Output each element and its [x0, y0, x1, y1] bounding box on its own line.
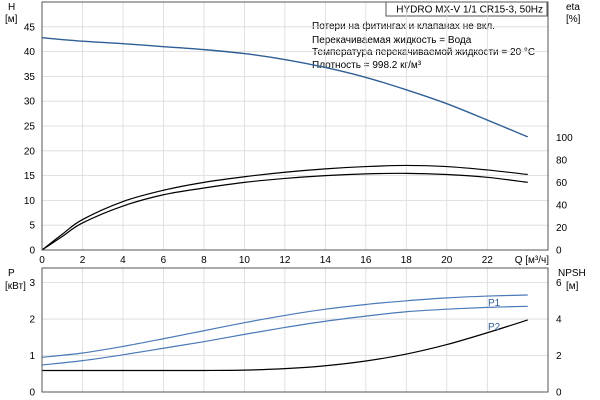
note-line: Плотность = 998.2 кг/м³: [312, 60, 422, 71]
left-y-tick-label: 10: [24, 196, 36, 207]
x-tick-label: 0: [39, 255, 45, 266]
left-y-tick-label: 35: [24, 72, 36, 83]
left-y-tick-label: 0: [29, 246, 35, 257]
q-axis-label: Q [м³/ч]: [515, 255, 550, 266]
npsh-axis-label: NPSH: [558, 268, 586, 279]
left-y-tick-label: 25: [24, 122, 36, 133]
x-tick-label: 14: [320, 255, 332, 266]
h-axis-label: H: [8, 2, 15, 13]
x-tick-label: 16: [360, 255, 372, 266]
top-series-line-1: [41, 172, 528, 251]
x-tick-label: 4: [120, 255, 126, 266]
left-y-tick-label: 15: [24, 171, 36, 182]
top-series-line-0: [41, 37, 529, 138]
note-line: Перекачиваемая жидкость = Вода: [312, 35, 472, 46]
series-label-p1: P1: [488, 298, 501, 309]
x-tick-label: 20: [441, 255, 453, 266]
note-line: Температура перекачиваемой жидкости = 20…: [312, 47, 535, 58]
x-tick-label: 10: [239, 255, 251, 266]
chart-title: HYDRO MX-V 1/1 CR15-3, 50Hz: [396, 5, 543, 16]
left-y-tick-label: 1: [29, 351, 35, 362]
left-y-tick-label: 20: [24, 146, 36, 157]
x-tick-label: 22: [482, 255, 494, 266]
x-tick-label: 12: [279, 255, 291, 266]
npsh-axis-unit: [м]: [566, 281, 579, 292]
right-y-tick-label: 0: [556, 388, 562, 399]
right-y-tick-label: 60: [556, 178, 568, 189]
bottom-series-line-1: [41, 305, 528, 366]
x-tick-label: 2: [80, 255, 86, 266]
right-y-tick-label: 80: [556, 155, 568, 166]
eta-axis-unit: [%]: [566, 14, 581, 25]
bottom-series-line-0: [41, 294, 528, 358]
right-y-tick-label: 2: [556, 351, 562, 362]
x-tick-label: 8: [201, 255, 207, 266]
p-axis-label: P: [8, 268, 15, 279]
h-axis-unit: [м]: [5, 14, 18, 25]
right-y-tick-label: 40: [556, 200, 568, 211]
right-y-tick-label: 4: [556, 315, 562, 326]
series-label-p2: P2: [488, 322, 501, 333]
right-y-tick-label: 20: [556, 223, 568, 234]
x-tick-label: 18: [401, 255, 413, 266]
top-series-line-2: [41, 164, 528, 251]
right-y-tick-label: 100: [556, 133, 573, 144]
note-line: Потери на фитингах и клапанах не вкл.: [312, 20, 495, 32]
left-y-tick-label: 0: [29, 388, 35, 399]
eta-axis-label: eta: [566, 2, 580, 13]
right-y-tick-label: 6: [556, 278, 562, 289]
top-panel-frame: [41, 1, 549, 251]
left-y-tick-label: 3: [29, 278, 35, 289]
bottom-panel-frame: [41, 267, 549, 393]
left-y-tick-label: 30: [24, 97, 36, 108]
p-axis-unit: [кВт]: [5, 281, 26, 292]
bottom-series-line-2: [42, 319, 528, 372]
left-y-tick-label: 5: [29, 221, 35, 232]
left-y-tick-label: 40: [24, 47, 36, 58]
left-y-tick-label: 45: [24, 22, 36, 33]
left-y-tick-label: 2: [29, 315, 35, 326]
right-y-tick-label: 0: [556, 246, 562, 257]
x-tick-label: 6: [161, 255, 167, 266]
